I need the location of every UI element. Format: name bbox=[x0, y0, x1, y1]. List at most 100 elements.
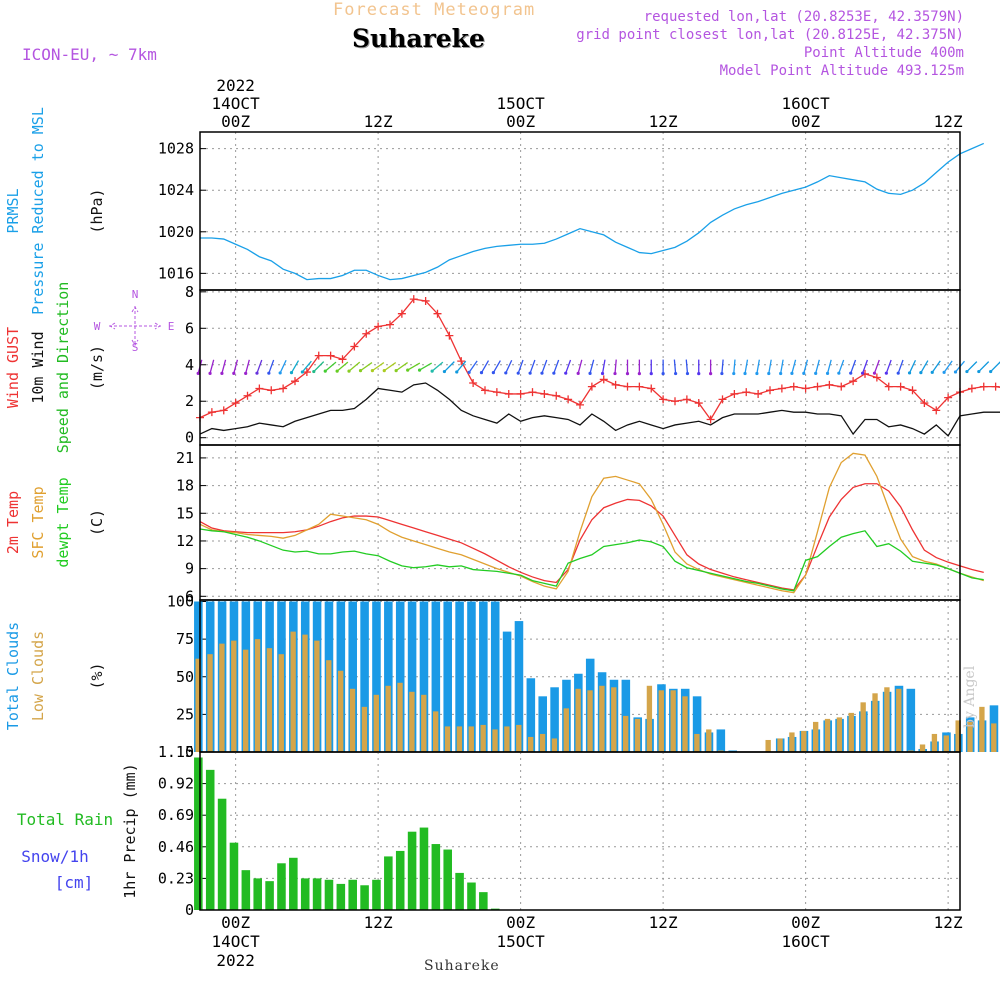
bar-low-clouds bbox=[777, 738, 783, 752]
gust-marker bbox=[706, 415, 715, 424]
panel-label: SFC Temp bbox=[29, 486, 47, 558]
wind-direction-arrow bbox=[517, 359, 524, 374]
gust-marker bbox=[326, 351, 335, 360]
panel-wind: 0 2 4 6 8 N S E W Wind GUST 10m Wind Speed and Dire… bbox=[4, 282, 1000, 453]
bar-low-clouds bbox=[349, 688, 356, 752]
top-time-label: 00Z bbox=[221, 112, 250, 131]
bar-total-rain bbox=[395, 850, 405, 910]
bar-low-clouds bbox=[658, 690, 664, 752]
wind-direction-arrow bbox=[873, 359, 880, 374]
gust-marker bbox=[944, 393, 953, 402]
bar-total-rain bbox=[479, 892, 488, 910]
wind-arrow-head bbox=[479, 371, 484, 375]
y-tick-label: 12 bbox=[176, 532, 194, 550]
wind-arrow-head bbox=[942, 370, 946, 374]
top-time-label: 12Z bbox=[364, 112, 393, 131]
wind-direction-arrow bbox=[529, 359, 536, 374]
wind-arrow-head bbox=[267, 371, 271, 375]
bottom-time-label: 16OCT bbox=[782, 932, 831, 951]
wind-arrow-head bbox=[755, 371, 759, 376]
y-tick-label: 1028 bbox=[158, 140, 194, 158]
gust-marker bbox=[777, 384, 786, 393]
y-tick-label: 0.69 bbox=[158, 806, 194, 824]
line-dewpt-temp bbox=[199, 528, 984, 592]
wind-direction-arrow bbox=[279, 359, 287, 374]
wind-arrow-head bbox=[467, 370, 471, 374]
wind-direction-arrow bbox=[324, 361, 337, 372]
wind-arrow-head bbox=[674, 371, 678, 376]
bar-low-clouds bbox=[836, 717, 843, 752]
bar-low-clouds bbox=[622, 715, 629, 752]
wind-direction-arrow bbox=[931, 360, 941, 373]
gust-marker bbox=[374, 322, 383, 331]
wind-arrow-head bbox=[613, 371, 617, 376]
gust-marker bbox=[659, 395, 668, 404]
line-prmsl bbox=[200, 142, 985, 281]
wind-direction-arrow bbox=[553, 359, 560, 374]
wind-arrow-head bbox=[720, 371, 724, 376]
wind-direction-arrow bbox=[897, 359, 904, 374]
bar-low-clouds bbox=[824, 718, 831, 752]
bar-total-rain bbox=[455, 872, 464, 910]
bar-low-clouds bbox=[872, 693, 878, 752]
gust-marker bbox=[611, 380, 620, 389]
bar-total-clouds bbox=[550, 687, 559, 752]
y-tick-label: 2 bbox=[185, 392, 194, 410]
wind-direction-arrow bbox=[908, 359, 917, 374]
bar-low-clouds bbox=[919, 744, 926, 752]
bar-low-clouds bbox=[278, 654, 284, 752]
bar-total-clouds bbox=[407, 601, 417, 752]
wind-direction-arrow bbox=[978, 361, 990, 372]
gust-marker bbox=[528, 388, 537, 397]
bar-low-clouds bbox=[967, 721, 973, 752]
top-time-label: 12Z bbox=[649, 112, 678, 131]
bar-total-rain bbox=[265, 881, 274, 910]
gust-marker bbox=[457, 357, 466, 366]
bottom-time-label: 12Z bbox=[364, 913, 393, 932]
bar-total-clouds bbox=[538, 696, 547, 752]
bar-low-clouds bbox=[337, 670, 344, 752]
panel-label: Pressure Reduced to MSL bbox=[29, 107, 47, 315]
wind-direction-arrow bbox=[943, 360, 953, 373]
wind-direction-arrow bbox=[721, 359, 724, 374]
bar-low-clouds bbox=[207, 654, 213, 752]
bar-low-clouds bbox=[219, 643, 225, 752]
wind-direction-arrow bbox=[256, 359, 263, 374]
bar-low-clouds bbox=[706, 729, 712, 752]
panel-label: Wind GUST bbox=[4, 327, 22, 408]
wind-direction-arrow bbox=[756, 359, 760, 374]
wind-direction-arrow bbox=[505, 359, 513, 374]
bar-low-clouds bbox=[860, 702, 866, 752]
gust-marker bbox=[291, 377, 299, 386]
gust-marker bbox=[231, 399, 240, 408]
y-tick-label: 1.15 bbox=[158, 743, 194, 761]
wind-arrow-head bbox=[953, 370, 958, 374]
gust-marker bbox=[504, 389, 513, 398]
wind-arrow-head bbox=[196, 371, 200, 375]
gust-marker bbox=[421, 296, 430, 305]
bar-total-rain bbox=[277, 863, 286, 910]
panel-label-precip-unit: 1hr Precip (mm) bbox=[121, 763, 139, 898]
gust-marker bbox=[314, 351, 323, 360]
top-time-label: 00Z bbox=[506, 112, 535, 131]
wind-arrow-head bbox=[600, 371, 605, 376]
bar-total-rain bbox=[348, 879, 357, 910]
gust-marker bbox=[979, 382, 988, 391]
gust-marker bbox=[742, 388, 751, 397]
bar-total-clouds bbox=[526, 678, 536, 752]
compass-west: W bbox=[94, 320, 101, 333]
wind-arrow-head bbox=[588, 371, 592, 375]
model-name: ICON-EU, ~ 7km bbox=[22, 45, 157, 64]
wind-direction-arrow bbox=[492, 360, 501, 373]
bar-low-clouds bbox=[646, 685, 653, 752]
wind-arrow-head bbox=[576, 371, 580, 375]
wind-arrow-head bbox=[347, 369, 351, 373]
panel-label: (C) bbox=[88, 509, 106, 536]
bar-total-rain bbox=[360, 885, 369, 910]
wind-direction-arrow bbox=[360, 362, 373, 372]
y-tick-label: 8 bbox=[185, 283, 194, 301]
wind-arrow-head bbox=[564, 371, 568, 375]
wind-direction-arrow bbox=[791, 359, 797, 374]
bar-total-clouds bbox=[728, 750, 737, 752]
wind-arrow-head bbox=[430, 369, 434, 373]
